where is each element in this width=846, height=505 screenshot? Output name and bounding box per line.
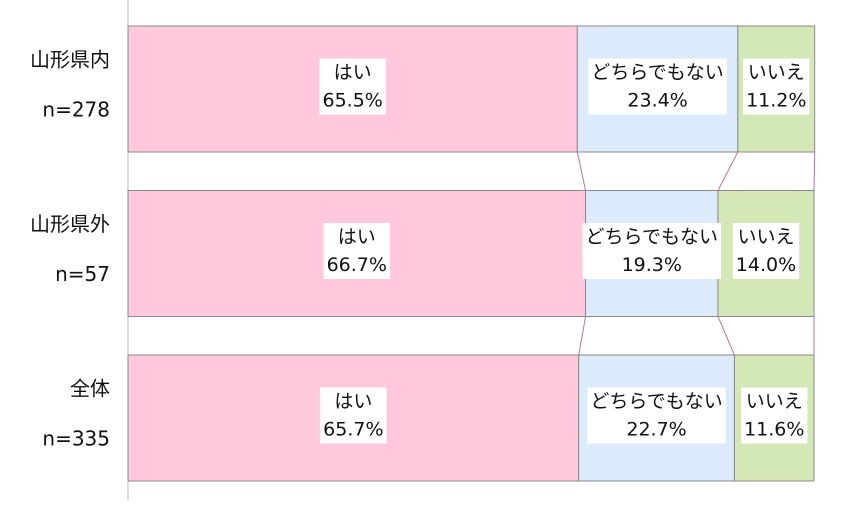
value-label: 11.2%: [746, 90, 806, 112]
series-name-label: いいえ: [737, 226, 794, 248]
series-lines: [576, 151, 816, 356]
series-name-label: どちらでもない: [591, 62, 723, 84]
category-count: n=57: [55, 262, 110, 286]
value-label: 65.7%: [323, 419, 383, 441]
series-name-label: いいえ: [748, 62, 805, 84]
label-background: [582, 223, 721, 279]
value-label: 65.5%: [322, 90, 382, 112]
value-label: 66.7%: [327, 254, 387, 276]
series-line: [578, 316, 587, 356]
label-background: [732, 223, 800, 279]
value-label: 11.6%: [744, 419, 804, 441]
series-name-label: はい: [334, 391, 372, 413]
series-line: [717, 316, 735, 356]
series-name-label: はい: [334, 62, 372, 84]
label-background: [320, 387, 387, 444]
labels: はい 65.5% どちらでもない 23.4% いいえ 11.2% はい 66.7% どちらでもな…: [319, 58, 810, 444]
label-background: [588, 58, 727, 115]
series-name-label: どちらでもない: [590, 391, 722, 413]
series-name-label: はい: [338, 226, 376, 248]
series-line: [576, 151, 587, 191]
value-label: 14.0%: [736, 254, 796, 276]
series-line: [717, 151, 739, 191]
category-label: 山形県外: [30, 212, 110, 236]
label-background: [323, 223, 390, 279]
value-label: 19.3%: [622, 254, 682, 276]
value-label: 22.7%: [626, 419, 686, 441]
category-label: 全体: [70, 377, 110, 401]
series-line: [813, 151, 816, 191]
series-name-label: どちらでもない: [586, 226, 718, 248]
category-count: n=335: [42, 427, 110, 451]
series-name-label: いいえ: [746, 391, 803, 413]
category-count: n=278: [42, 98, 110, 122]
category-label: 山形県内: [30, 48, 110, 72]
label-background: [743, 58, 810, 115]
value-label: 23.4%: [627, 90, 687, 112]
label-background: [587, 387, 726, 444]
label-background: [741, 387, 808, 444]
label-background: [319, 58, 386, 115]
